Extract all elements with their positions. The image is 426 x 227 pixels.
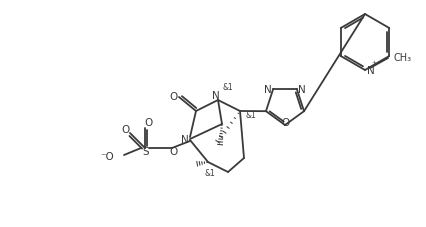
Text: ⁺: ⁺ <box>371 59 375 69</box>
Text: O: O <box>170 92 178 102</box>
Text: N: N <box>212 91 219 101</box>
Text: N: N <box>366 66 374 76</box>
Text: N: N <box>181 135 188 145</box>
Text: ⁻O: ⁻O <box>100 152 114 162</box>
Text: CH₃: CH₃ <box>393 53 411 63</box>
Text: &1: &1 <box>204 170 215 178</box>
Text: N: N <box>297 85 305 95</box>
Text: N: N <box>264 85 271 95</box>
Text: O: O <box>144 118 153 128</box>
Text: &1: &1 <box>245 111 256 121</box>
Text: O: O <box>170 147 178 157</box>
Text: &1: &1 <box>222 84 233 92</box>
Text: O: O <box>121 125 130 135</box>
Text: S: S <box>142 147 149 157</box>
Text: O: O <box>281 118 289 128</box>
